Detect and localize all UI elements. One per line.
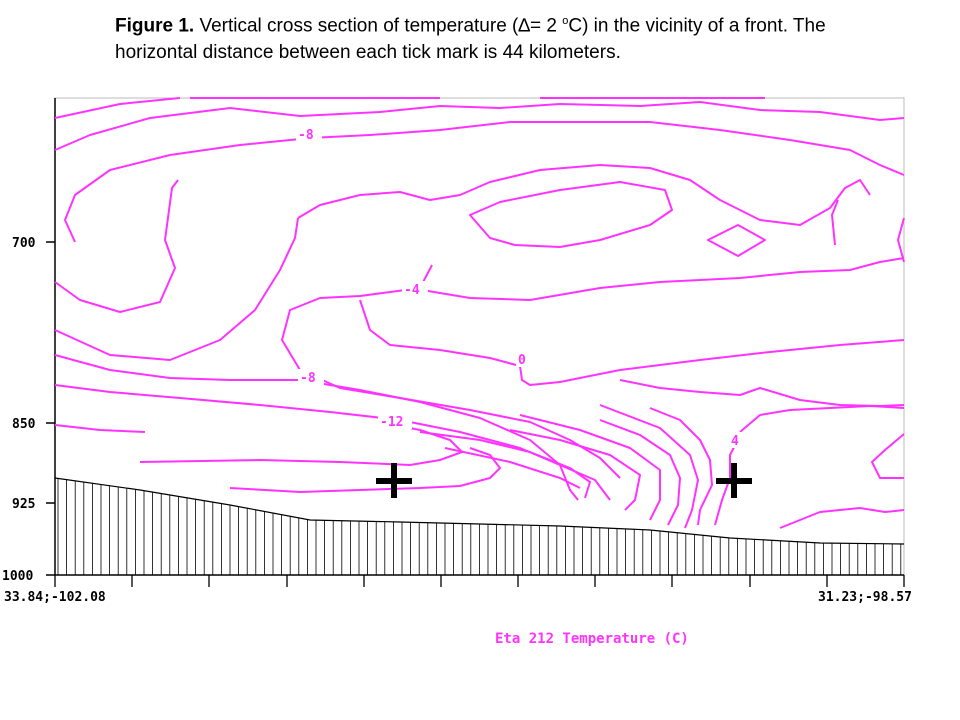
contour-label: 4 <box>731 434 739 449</box>
y-tick-label-850: 850 <box>12 417 36 432</box>
contour-line <box>54 384 611 501</box>
contour-line <box>139 421 463 466</box>
y-tick-label-925: 925 <box>12 497 35 512</box>
contour-line <box>779 507 905 529</box>
contour-line <box>419 431 591 499</box>
contour-label-bg <box>298 369 324 385</box>
delta-symbol: ∆ <box>518 15 530 37</box>
contour-line <box>229 447 501 493</box>
contour-line <box>444 447 581 489</box>
terrain-hatching <box>57 478 902 575</box>
cold-side-marker <box>376 463 412 498</box>
contour-label-bg <box>402 281 428 297</box>
contour-line <box>469 181 673 248</box>
contour-line <box>54 217 299 361</box>
caption-text-2: = 2 <box>530 15 563 37</box>
contour-line <box>599 419 681 526</box>
contour-line <box>54 354 579 501</box>
y-tick-label-700: 700 <box>12 236 36 251</box>
caption-text-1: Vertical cross section of temperature ( <box>194 15 519 37</box>
contour-label: -8 <box>300 371 316 386</box>
x-tick-marks <box>54 575 905 587</box>
figure-caption: Figure 1. Vertical cross section of temp… <box>115 8 875 66</box>
degree-symbol: o <box>562 15 569 27</box>
contour-label: -12 <box>380 415 403 430</box>
contour-labels: -8 -4 0 -8 -12 4 <box>296 126 743 449</box>
contour-line <box>54 97 181 119</box>
contour-line <box>707 224 766 257</box>
x-left-location-label: 33.84;-102.08 <box>4 590 106 605</box>
contour-line <box>359 299 905 386</box>
contour-line <box>831 199 839 246</box>
contour-line <box>739 405 905 433</box>
temperature-contours <box>54 97 905 529</box>
plot-frame <box>54 97 905 576</box>
warm-side-marker <box>716 463 752 498</box>
contour-label: -8 <box>298 128 314 143</box>
chart-title: Eta 212 Temperature (C) <box>495 631 689 647</box>
contour-label: 0 <box>518 353 526 368</box>
contour-label-bg <box>729 432 743 448</box>
caption-text-3: C) in the vicinity of a front. The horiz… <box>115 15 826 64</box>
contour-line <box>619 379 905 407</box>
contour-label-bg <box>378 413 412 429</box>
contour-line <box>409 257 905 301</box>
contour-line <box>64 121 905 243</box>
contour-line <box>281 264 621 479</box>
contour-line <box>54 424 146 433</box>
contour-label-bg <box>516 351 530 367</box>
x-right-location-label: 31.23;-98.57 <box>818 590 912 605</box>
contour-line <box>871 433 905 479</box>
contour-label-bg <box>296 126 322 142</box>
contour-line <box>599 404 699 529</box>
contour-label: -4 <box>404 283 420 298</box>
contour-line <box>649 407 713 526</box>
y-tick-label-1000: 1000 <box>2 569 33 584</box>
figure-caption-label: Figure 1. <box>115 15 195 37</box>
terrain-surface-line <box>54 477 905 545</box>
contour-line <box>897 217 905 263</box>
contour-line <box>297 164 871 226</box>
contour-line <box>519 414 661 521</box>
contour-line <box>54 179 179 313</box>
contour-line <box>509 429 641 511</box>
contour-line <box>54 101 905 151</box>
